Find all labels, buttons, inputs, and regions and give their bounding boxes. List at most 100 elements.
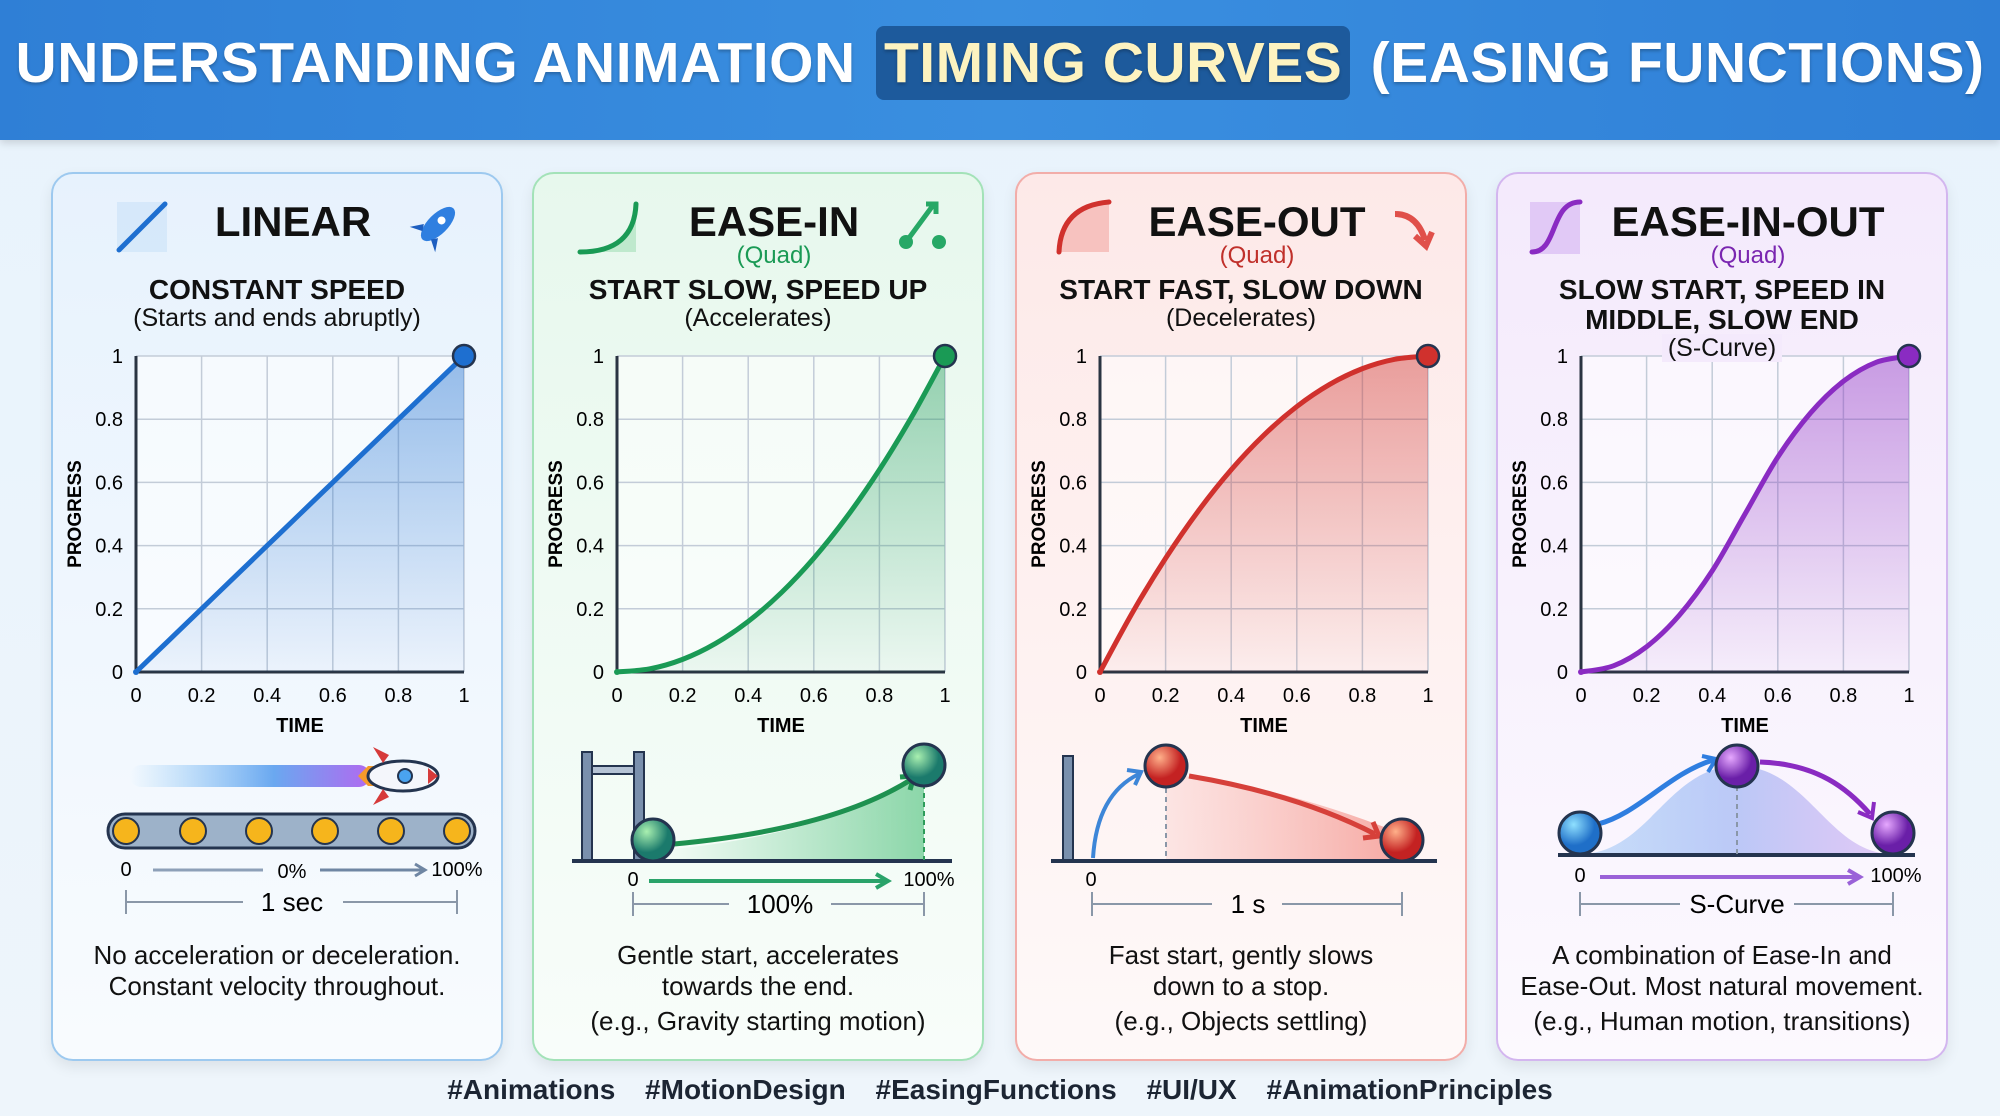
hashtag: #Animations: [447, 1074, 616, 1105]
curved-arrow-down-icon: [1394, 211, 1435, 252]
hashtag: #UI/UX: [1146, 1074, 1237, 1105]
y-tick-label: 0.6: [95, 472, 123, 494]
accelerate-arrow-icon: [899, 201, 946, 249]
card-heading: CONSTANT SPEED: [148, 274, 406, 305]
duration-label: 1 s: [1231, 889, 1266, 919]
ease-in-out-chart: 0 100% S-Curve 000.20.20.40.40.60.60.80.…: [1510, 199, 1922, 919]
start-label: 0: [627, 869, 638, 891]
x-axis-label: TIME: [276, 715, 324, 737]
x-tick-label: 0.2: [669, 685, 697, 707]
x-tick-label: 0.6: [319, 685, 347, 707]
start-label: 0: [1574, 865, 1585, 887]
launch-arrow: [1091, 772, 1140, 859]
y-tick-label: 0.2: [95, 599, 123, 621]
description-line: Gentle start, accelerates: [617, 940, 899, 970]
page-title: UNDERSTANDING ANIMATION TIMING CURVES (E…: [0, 26, 2000, 100]
ease-out-chart: 0 1 s 000.20.20.40.40.60.60.80.811TIMEPR…: [1029, 199, 1441, 919]
y-tick-label: 0.4: [1540, 536, 1568, 558]
duration-bracket: [1091, 892, 1403, 916]
ball-start: [1557, 810, 1603, 856]
y-tick-label: 0: [1076, 662, 1087, 684]
y-axis-label: PROGRESS: [1029, 460, 1050, 568]
duration-label: 100%: [747, 889, 814, 919]
motion-trail: [130, 765, 370, 787]
x-tick-label: 1: [939, 685, 950, 707]
description-line: Fast start, gently slows: [1108, 940, 1374, 970]
start-post: [581, 751, 593, 861]
card-linear: 0 0% 100% 1 sec 0 0 0.2 0.2 0.4 0.4 0.6 0.6 0.8 0…: [51, 172, 503, 1061]
ball-end: [1870, 810, 1916, 856]
x-tick-label: 0: [130, 685, 141, 707]
illustration-ease-in: 0 100% 100%: [572, 742, 955, 919]
start-point-marker: [1097, 669, 1103, 675]
x-tick-label: 0.6: [1283, 685, 1311, 707]
y-tick-label: 0.8: [1540, 409, 1568, 431]
description-line: (e.g., Gravity starting motion): [590, 1006, 926, 1036]
card-heading-line: MIDDLE, SLOW END: [1585, 304, 1859, 335]
plot: 00 0.2 0.2 0.4 0.4 0.6 0.6 0.8 0.8 1 1 TIME PROGRESS: [1029, 343, 1441, 737]
card-variant: (Quad): [1219, 242, 1295, 269]
x-tick-label: 0.6: [800, 685, 828, 707]
ball-start: [630, 817, 676, 863]
y-tick-label: 0: [1557, 662, 1568, 684]
easing-curve: [1097, 353, 1431, 675]
description-line: No acceleration or deceleration.: [93, 940, 461, 970]
motion-arrow: [673, 776, 914, 847]
card-ease-in: 0 100% 100% 0 0 0.2 0.2 0.4 0.4 0.6 0.6 0.8 0.8 1 1…: [532, 172, 984, 1061]
card-title: EASE-IN-OUT: [1611, 198, 1885, 245]
y-tick-label: 1: [1557, 346, 1568, 368]
end-point-marker: [451, 343, 477, 369]
illustration-linear: 0 0% 100% 1 sec: [106, 747, 483, 917]
end-point-marker: [1415, 343, 1441, 369]
conveyor-track: [106, 812, 477, 850]
header-banner: UNDERSTANDING ANIMATION TIMING CURVES (E…: [0, 0, 2000, 140]
description-line: Constant velocity throughout.: [108, 971, 446, 1001]
duration-bracket: [125, 890, 458, 914]
hashtag: #AnimationPrinciples: [1266, 1074, 1553, 1105]
x-tick-label: 0.8: [1829, 685, 1857, 707]
x-tick-label: 0: [611, 685, 622, 707]
plot: 00 0.2 0.2 0.4 0.4 0.6 0.6 0.8 0.8 1 1 TIME PROGRESS: [65, 343, 477, 737]
end-point-marker: [932, 343, 958, 369]
easing-curve: [133, 353, 467, 675]
description-line: towards the end.: [661, 971, 855, 1001]
card-title: EASE-IN: [688, 198, 860, 245]
illustration-ease-out: 0 1 s: [1051, 743, 1437, 919]
ball-end: [901, 742, 947, 788]
ease-in-chart: 0 100% 100% 000.20.20.40.40.60.60.80.811…: [546, 201, 958, 919]
card-ease-out: 0 1 s 0 0 0.2 0.2 0.4 0.4 0.6 0.6 0.8 0.8 1 1 TIME PR…: [1015, 172, 1467, 1061]
ball-peak: [1714, 743, 1760, 789]
start-point-marker: [614, 669, 620, 675]
end-label: 100%: [431, 859, 482, 881]
duration-bracket: [1579, 892, 1894, 916]
x-tick-label: 0.4: [1217, 685, 1245, 707]
arrow-right-icon: [1600, 868, 1864, 886]
y-axis-label: PROGRESS: [65, 460, 86, 568]
curve-area: [617, 356, 945, 672]
linear-line-icon: [116, 201, 168, 253]
description-line: down to a stop.: [1152, 971, 1330, 1001]
hashtag-list: #Animations #MotionDesign #EasingFunctio…: [0, 1074, 2000, 1106]
s-curve-icon: [1529, 199, 1583, 255]
x-tick-label: 0.2: [1152, 685, 1180, 707]
y-tick-label: 1: [1076, 346, 1087, 368]
card-subheading: (Accelerates): [684, 304, 832, 332]
title-highlight: TIMING CURVES: [875, 26, 1351, 100]
start-post: [1062, 755, 1074, 861]
y-tick-label: 0.4: [576, 536, 604, 558]
card-title: LINEAR: [214, 198, 372, 245]
x-axis-label: TIME: [1721, 715, 1769, 737]
description-line: (e.g., Objects settling): [1114, 1006, 1368, 1036]
y-tick-label: 0.2: [1540, 599, 1568, 621]
x-tick-label: 1: [1903, 685, 1914, 707]
curve-area: [1100, 356, 1428, 672]
title-prefix: UNDERSTANDING ANIMATION: [15, 31, 856, 95]
card-description: Fast start, gently slows down to a stop.…: [1017, 940, 1465, 1037]
x-tick-label: 0.2: [188, 685, 216, 707]
x-tick-label: 0.8: [384, 685, 412, 707]
y-tick-label: 0: [112, 662, 123, 684]
x-axis-label: TIME: [757, 715, 805, 737]
duration-label: 1 sec: [261, 887, 323, 917]
arrow-right-icon: [649, 872, 892, 890]
ball-peak: [1143, 743, 1189, 789]
